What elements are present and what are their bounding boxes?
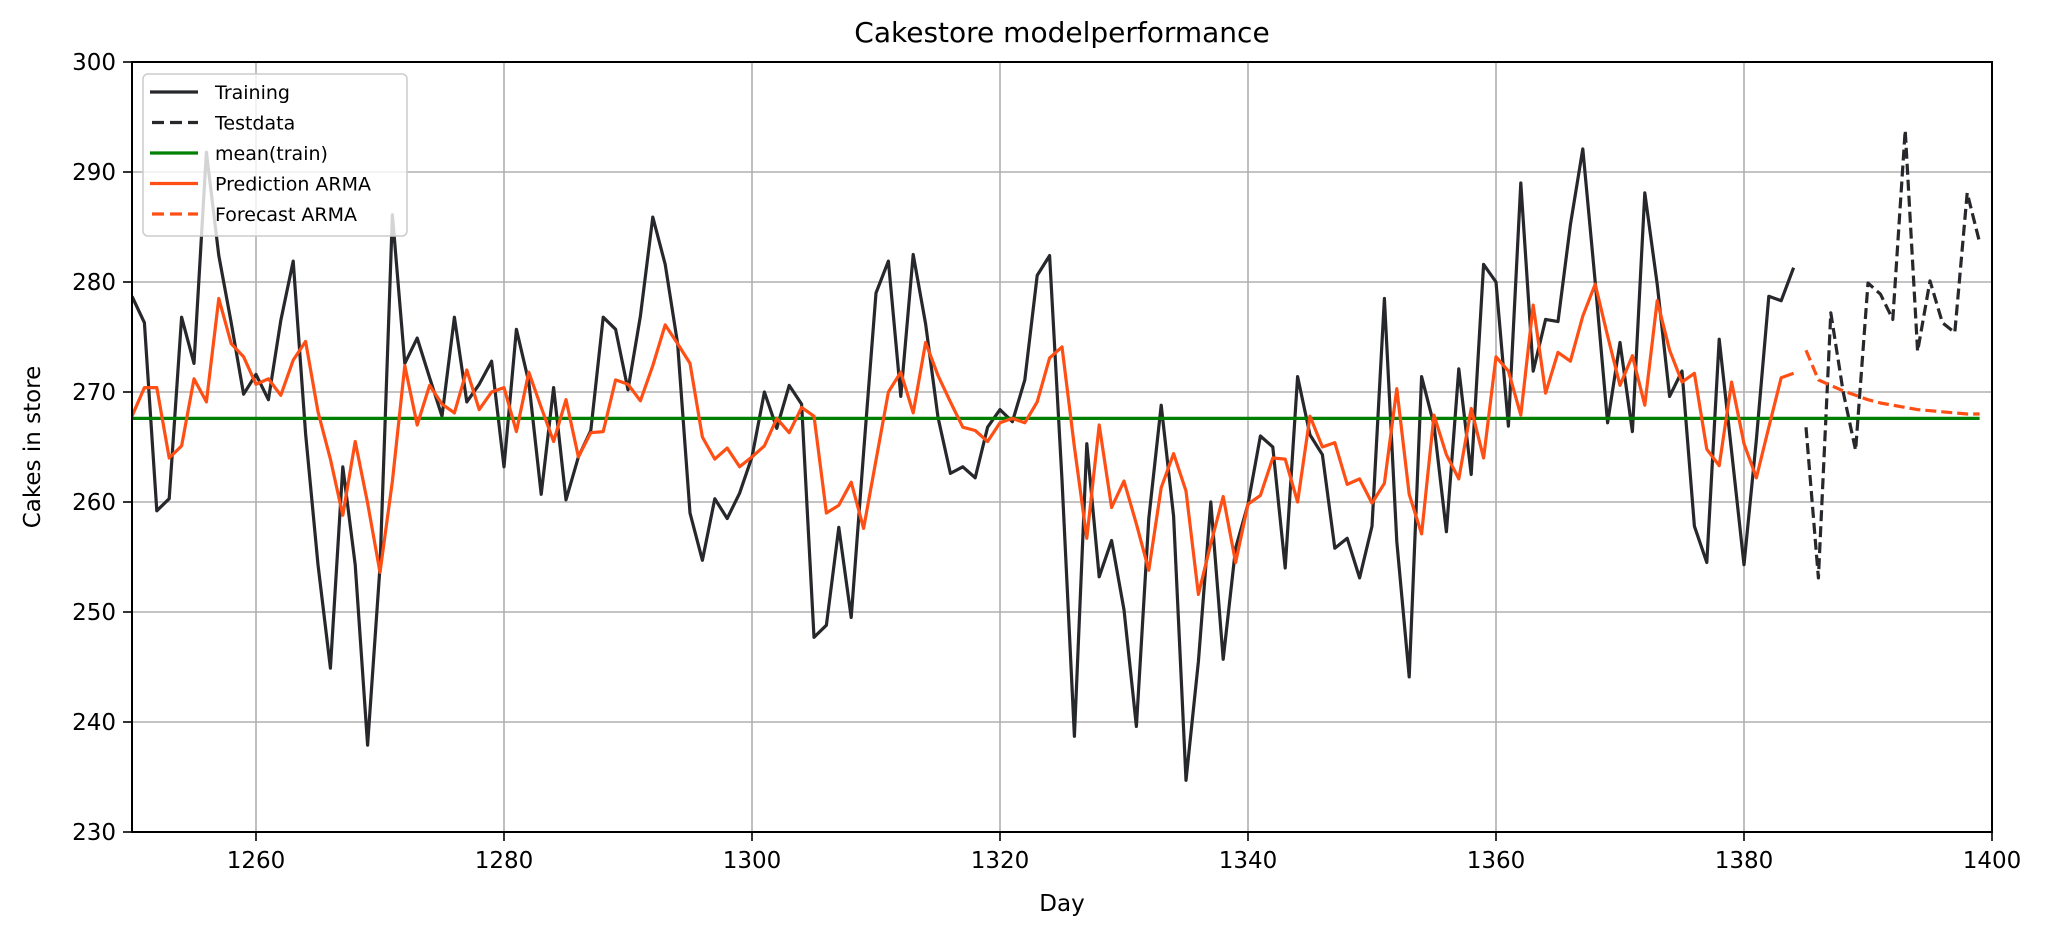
y-tick-label: 230 [72, 820, 116, 846]
x-tick-label: 1360 [1467, 848, 1526, 874]
y-axis-label: Cakes in store [20, 366, 46, 529]
grid-lines [132, 61, 1993, 833]
y-tick-label: 270 [72, 380, 116, 406]
legend-label: Forecast ARMA [215, 204, 357, 226]
x-tick-label: 1380 [1715, 848, 1774, 874]
chart-title: Cakestore modelperformance [854, 16, 1269, 49]
legend: Training Testdata mean(train) Prediction AR… [142, 73, 408, 237]
y-tick-label: 250 [72, 600, 116, 626]
axes-frame [131, 61, 1993, 833]
x-tick-label: 1340 [1219, 848, 1278, 874]
x-tick-label: 1300 [723, 848, 782, 874]
testdata-line [1804, 128, 1982, 580]
legend-box [142, 73, 408, 237]
x-tick-label: 1280 [475, 848, 534, 874]
y-tick-label: 240 [72, 710, 116, 736]
legend-label: mean(train) [215, 143, 328, 165]
y-tick-label: 260 [72, 490, 116, 516]
training-line [132, 147, 1796, 782]
y-tick-label: 280 [72, 270, 116, 296]
axis-ticks: 1260 1280 1300 1320 1340 1360 1380 1400 230 240 25… [72, 50, 2021, 874]
legend-label: Training [214, 82, 290, 104]
x-tick-label: 1400 [1963, 848, 2022, 874]
y-tick-label: 290 [72, 160, 116, 186]
prediction-arma-line [132, 282, 1795, 597]
legend-label: Prediction ARMA [215, 174, 371, 196]
x-axis-label: Day [1039, 891, 1084, 917]
y-tick-label: 300 [72, 50, 116, 76]
plot-lines [132, 128, 1982, 782]
x-tick-label: 1260 [227, 848, 286, 874]
forecast-arma-line [1804, 349, 1980, 416]
x-tick-label: 1320 [971, 848, 1030, 874]
legend-label: Testdata [214, 113, 295, 135]
